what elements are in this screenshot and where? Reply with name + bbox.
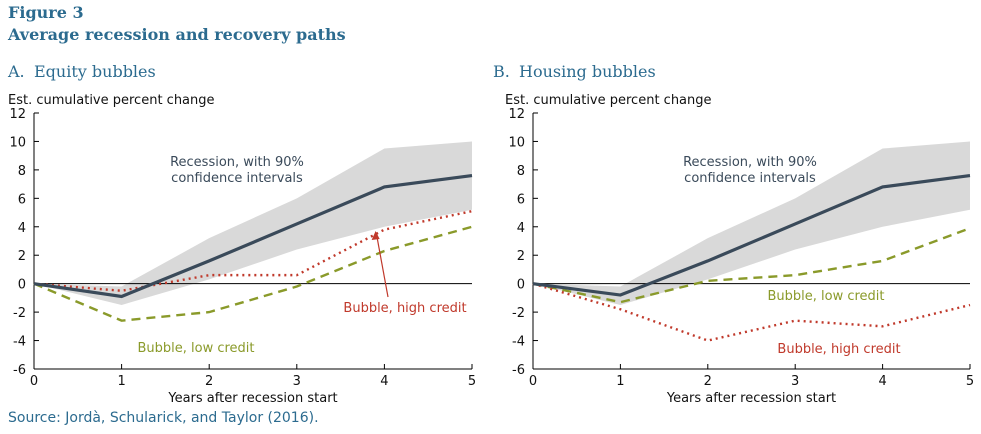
y-tick-label: 12	[9, 107, 26, 122]
x-tick-label: 3	[293, 374, 301, 389]
panel-letter: B.	[493, 62, 510, 81]
y-tick-label: 8	[517, 164, 525, 179]
x-tick-label: 0	[529, 374, 537, 389]
y-tick-label: -2	[512, 306, 525, 321]
high-credit-annotation: Bubble, high credit	[777, 342, 900, 357]
x-axis-label: Years after recession start	[666, 391, 836, 406]
y-axis-label: Est. cumulative percent change	[8, 93, 215, 108]
y-tick-label: -6	[512, 363, 525, 378]
x-tick-label: 0	[30, 374, 38, 389]
high-credit-line	[532, 282, 971, 342]
y-tick-label: 0	[18, 278, 26, 293]
annotation-arrowhead	[371, 231, 380, 241]
x-tick-label: 4	[878, 374, 886, 389]
figure-title: Average recession and recovery paths	[8, 25, 346, 44]
x-tick-label: 1	[616, 374, 624, 389]
panel-title: Housing bubbles	[519, 62, 656, 81]
high-credit-annotation: Bubble, high credit	[343, 301, 466, 316]
y-tick-label: -4	[13, 335, 26, 350]
x-tick-label: 1	[117, 374, 125, 389]
low-credit-annotation: Bubble, low credit	[767, 289, 884, 304]
x-tick-label: 5	[966, 374, 974, 389]
x-tick-label: 3	[791, 374, 799, 389]
y-tick-label: 4	[18, 221, 26, 236]
x-axis-label: Years after recession start	[167, 391, 337, 406]
y-tick-label: 0	[517, 278, 525, 293]
confidence-band	[533, 141, 970, 305]
recession-annotation-line1: Recession, with 90%	[170, 155, 304, 170]
x-tick-label: 4	[380, 374, 388, 389]
y-tick-label: 4	[517, 221, 525, 236]
y-tick-label: -2	[13, 306, 26, 321]
recession-annotation-line1: Recession, with 90%	[683, 155, 817, 170]
panel-letter: A.	[7, 62, 25, 81]
y-axis-label: Est. cumulative percent change	[505, 93, 712, 108]
panel-title: Equity bubbles	[34, 62, 156, 81]
y-tick-label: -6	[13, 363, 26, 378]
recession-line	[33, 173, 473, 299]
annotation-arrow	[376, 234, 389, 298]
low-credit-line	[33, 225, 473, 322]
y-tick-label: 10	[508, 135, 525, 150]
confidence-band	[34, 141, 472, 305]
high-credit-line	[33, 209, 473, 292]
recession-line	[532, 173, 971, 297]
y-tick-label: 6	[18, 192, 26, 207]
y-tick-label: 12	[508, 107, 525, 122]
x-tick-label: 5	[468, 374, 476, 389]
y-tick-label: 2	[517, 249, 525, 264]
y-tick-label: -4	[512, 335, 525, 350]
recession-annotation-line2: confidence intervals	[684, 171, 816, 186]
x-tick-label: 2	[205, 374, 213, 389]
recession-annotation-line2: confidence intervals	[171, 171, 303, 186]
chart-panel-a: A. Equity bubbles Est. cumulative percent …	[7, 62, 476, 406]
y-tick-label: 6	[517, 192, 525, 207]
source-note: Source: Jordà, Schularick, and Taylor (2…	[8, 410, 319, 426]
low-credit-annotation: Bubble, low credit	[137, 341, 254, 356]
figure-label: Figure 3	[8, 3, 84, 22]
y-tick-label: 10	[9, 135, 26, 150]
chart-panel-b: B. Housing bubbles Est. cumulative percent…	[493, 62, 974, 406]
y-tick-label: 2	[18, 249, 26, 264]
x-tick-label: 2	[704, 374, 712, 389]
y-tick-label: 8	[18, 164, 26, 179]
